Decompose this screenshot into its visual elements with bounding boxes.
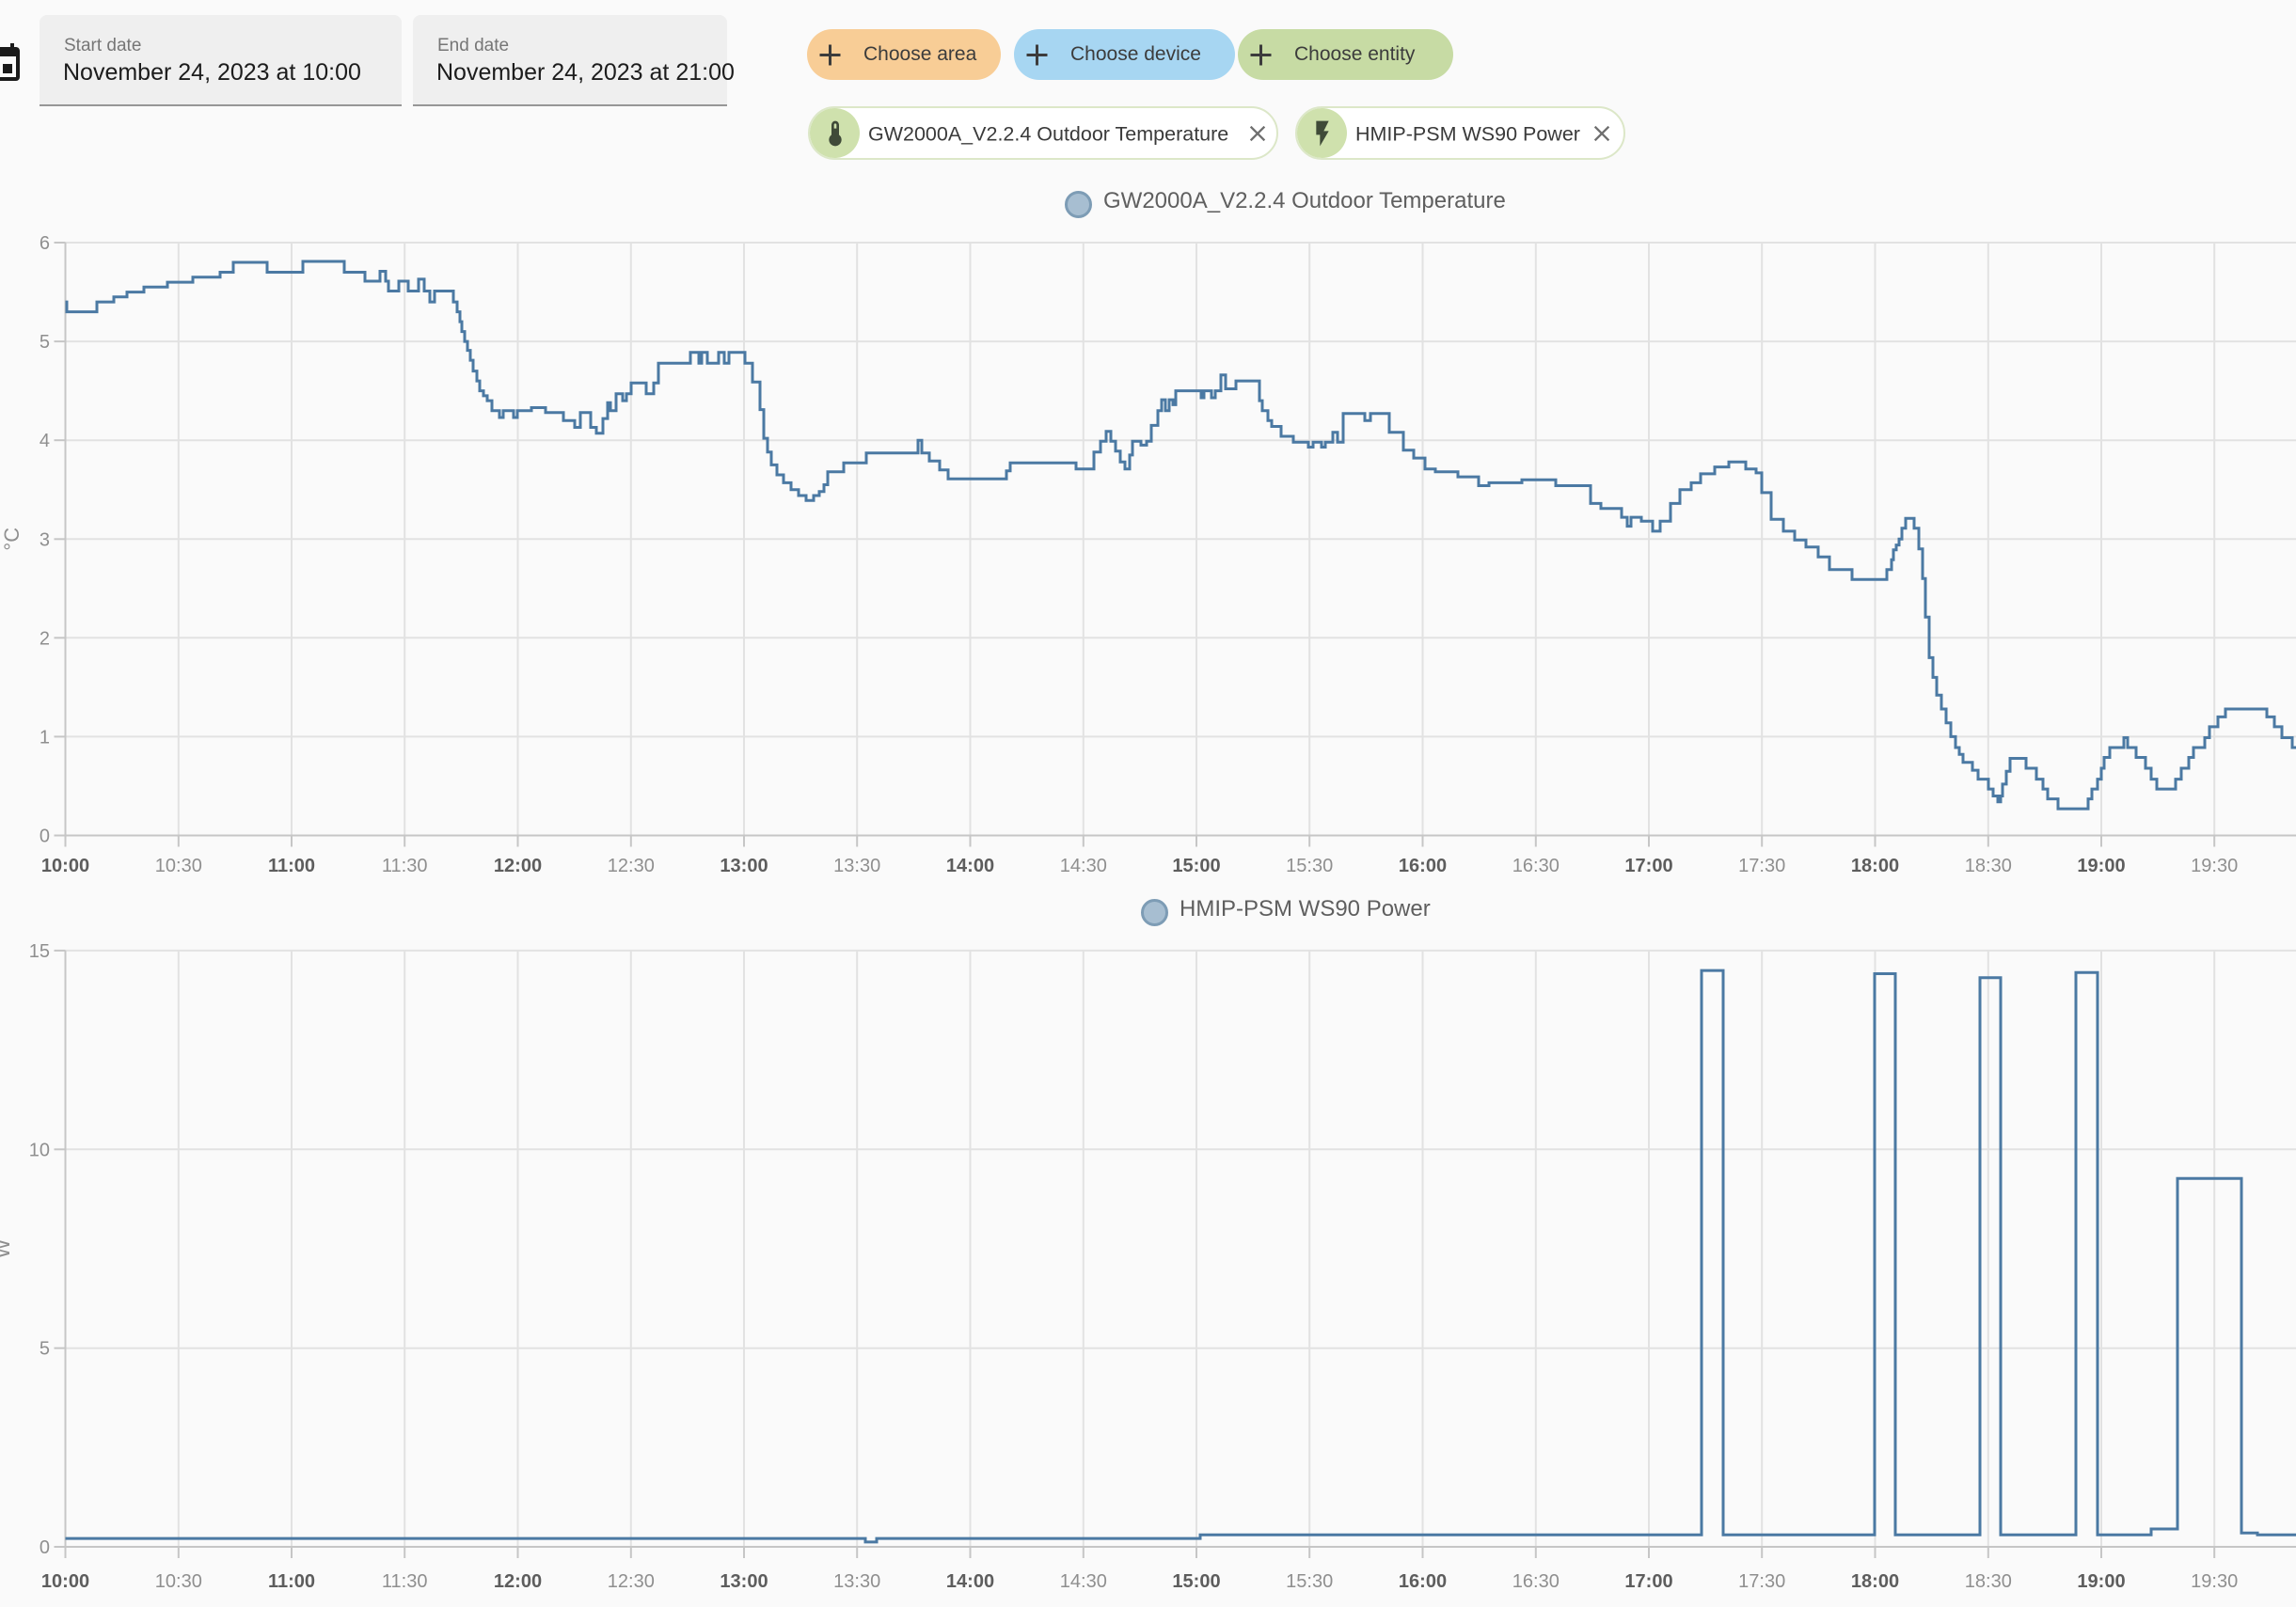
svg-text:13:00: 13:00: [720, 1571, 768, 1592]
svg-text:17:30: 17:30: [1738, 856, 1785, 876]
svg-text:13:30: 13:30: [833, 856, 880, 876]
svg-text:12:00: 12:00: [494, 856, 542, 876]
svg-text:19:00: 19:00: [2077, 1571, 2125, 1592]
svg-text:11:00: 11:00: [268, 856, 315, 876]
svg-text:16:00: 16:00: [1399, 856, 1447, 876]
svg-text:10:00: 10:00: [41, 856, 89, 876]
svg-text:12:00: 12:00: [494, 1571, 542, 1592]
svg-text:19:00: 19:00: [2077, 856, 2125, 876]
svg-text:18:00: 18:00: [1851, 856, 1899, 876]
svg-text:3: 3: [40, 529, 50, 550]
svg-text:18:00: 18:00: [1851, 1571, 1899, 1592]
svg-text:15:00: 15:00: [1172, 856, 1220, 876]
svg-text:15:00: 15:00: [1172, 1571, 1220, 1592]
svg-text:19:30: 19:30: [2191, 1571, 2238, 1592]
svg-text:17:00: 17:00: [1624, 856, 1672, 876]
svg-text:2: 2: [40, 628, 50, 649]
svg-text:5: 5: [40, 1339, 50, 1360]
svg-text:10: 10: [29, 1140, 50, 1160]
svg-text:10:30: 10:30: [155, 856, 202, 876]
svg-text:6: 6: [40, 233, 50, 254]
svg-text:0: 0: [40, 1537, 50, 1558]
svg-text:17:30: 17:30: [1738, 1571, 1785, 1592]
svg-text:11:30: 11:30: [382, 1571, 428, 1592]
svg-text:14:00: 14:00: [946, 856, 994, 876]
svg-text:16:00: 16:00: [1399, 1571, 1447, 1592]
svg-text:0: 0: [40, 827, 50, 847]
svg-text:15:30: 15:30: [1286, 856, 1333, 876]
svg-text:18:30: 18:30: [1965, 1571, 2012, 1592]
svg-text:14:30: 14:30: [1060, 856, 1107, 876]
svg-text:°C: °C: [0, 528, 24, 551]
svg-text:W: W: [0, 1238, 14, 1258]
svg-text:14:30: 14:30: [1060, 1571, 1107, 1592]
svg-text:5: 5: [40, 332, 50, 353]
svg-text:15:30: 15:30: [1286, 1571, 1333, 1592]
svg-text:12:30: 12:30: [608, 1571, 655, 1592]
svg-text:19:30: 19:30: [2191, 856, 2238, 876]
svg-text:13:30: 13:30: [833, 1571, 880, 1592]
svg-text:18:30: 18:30: [1965, 856, 2012, 876]
svg-text:10:30: 10:30: [155, 1571, 202, 1592]
svg-text:13:00: 13:00: [720, 856, 768, 876]
svg-text:11:30: 11:30: [382, 856, 428, 876]
svg-text:11:00: 11:00: [268, 1571, 315, 1592]
svg-text:1: 1: [40, 727, 50, 748]
svg-text:17:00: 17:00: [1624, 1571, 1672, 1592]
svg-text:4: 4: [40, 431, 50, 451]
svg-text:16:30: 16:30: [1512, 856, 1560, 876]
svg-text:14:00: 14:00: [946, 1571, 994, 1592]
svg-text:10:00: 10:00: [41, 1571, 89, 1592]
svg-text:15: 15: [29, 941, 50, 962]
svg-text:16:30: 16:30: [1512, 1571, 1560, 1592]
svg-text:12:30: 12:30: [608, 856, 655, 876]
